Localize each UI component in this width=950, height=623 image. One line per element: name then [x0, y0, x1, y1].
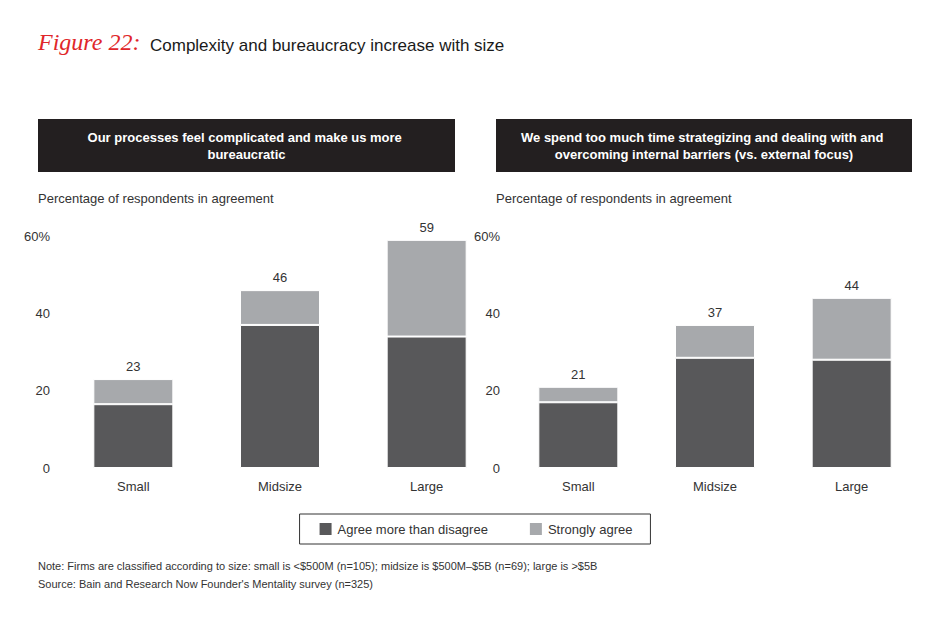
- svg-text:Large: Large: [835, 479, 868, 494]
- svg-text:Small: Small: [562, 479, 595, 494]
- svg-text:Midsize: Midsize: [693, 479, 737, 494]
- svg-text:Figure 22:: Figure 22:: [37, 29, 140, 55]
- svg-text:Midsize: Midsize: [258, 479, 302, 494]
- svg-text:20: 20: [36, 383, 50, 398]
- svg-text:60%: 60%: [24, 229, 50, 244]
- svg-text:44: 44: [844, 278, 858, 293]
- svg-text:Large: Large: [410, 479, 443, 494]
- svg-text:overcoming internal barriers (: overcoming internal barriers (vs. extern…: [555, 147, 853, 162]
- svg-text:Note: Firms are classified acc: Note: Firms are classified according to …: [38, 560, 597, 572]
- svg-text:bureaucratic: bureaucratic: [207, 147, 285, 162]
- svg-text:60%: 60%: [474, 229, 500, 244]
- svg-text:59: 59: [419, 220, 433, 235]
- svg-text:Strongly agree: Strongly agree: [548, 522, 633, 537]
- svg-text:Percentage of respondents in a: Percentage of respondents in agreement: [496, 191, 732, 206]
- svg-text:20: 20: [486, 383, 500, 398]
- svg-text:40: 40: [36, 306, 50, 321]
- svg-text:Agree more than disagree: Agree more than disagree: [338, 522, 488, 537]
- svg-text:Percentage of respondents in a: Percentage of respondents in agreement: [38, 191, 274, 206]
- svg-text:37: 37: [708, 305, 722, 320]
- svg-text:Source: Bain and Research Now: Source: Bain and Research Now Founder's …: [38, 578, 373, 590]
- svg-text:We spend too much time strateg: We spend too much time strategizing and …: [521, 130, 887, 145]
- svg-text:Small: Small: [117, 479, 150, 494]
- svg-text:23: 23: [126, 359, 140, 374]
- svg-text:46: 46: [273, 270, 287, 285]
- svg-text:0: 0: [43, 461, 50, 476]
- svg-text:0: 0: [493, 461, 500, 476]
- svg-text:Our processes feel complicated: Our processes feel complicated and make …: [88, 130, 406, 145]
- svg-text:21: 21: [571, 367, 585, 382]
- svg-text:Complexity and bureaucracy inc: Complexity and bureaucracy increase with…: [150, 36, 504, 55]
- svg-text:40: 40: [486, 306, 500, 321]
